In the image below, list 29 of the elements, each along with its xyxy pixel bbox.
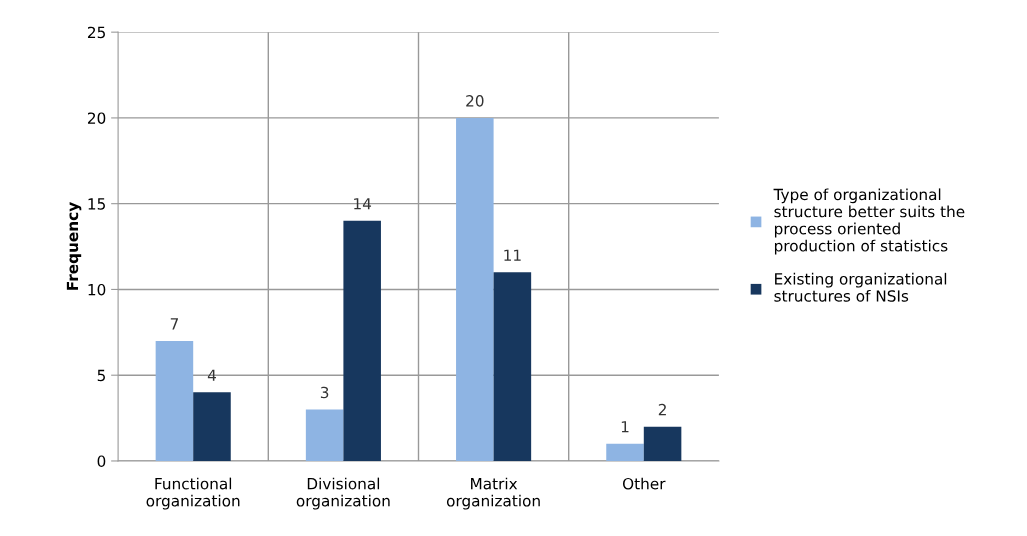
y-tick-label: 20	[87, 112, 106, 124]
x-tick-label: Divisional organization	[296, 477, 390, 510]
y-tick-label: 25	[87, 26, 105, 39]
x-tick-label: Matrix organization	[446, 477, 540, 510]
bar	[155, 340, 194, 461]
data-label: 3	[320, 386, 329, 399]
y-tick-label: 10	[88, 283, 106, 296]
bar	[305, 409, 344, 461]
data-label: 11	[504, 249, 521, 261]
bar	[343, 220, 381, 461]
y-tick-label: 0	[97, 455, 106, 467]
bar	[643, 426, 682, 461]
data-label: 1	[621, 421, 629, 433]
bar	[456, 117, 494, 461]
y-tick-label: 5	[97, 369, 105, 382]
legend-label: Type of organizational structure better suits the process oriented production of statistics	[773, 188, 965, 255]
data-label: 4	[207, 369, 216, 381]
y-axis-title: Frequency	[66, 202, 82, 290]
bar	[606, 443, 644, 461]
data-label: 20	[466, 95, 484, 107]
x-tick-label: Other	[622, 477, 666, 490]
data-label: 14	[354, 198, 372, 210]
y-tick-label: 15	[88, 198, 105, 210]
data-label: 7	[170, 318, 178, 330]
legend-label: Existing organizational structures of NSIs	[774, 272, 947, 302]
data-label: 2	[658, 403, 666, 416]
x-tick-label: Functional organization	[146, 477, 240, 510]
bar	[493, 272, 532, 461]
bar	[193, 392, 231, 461]
